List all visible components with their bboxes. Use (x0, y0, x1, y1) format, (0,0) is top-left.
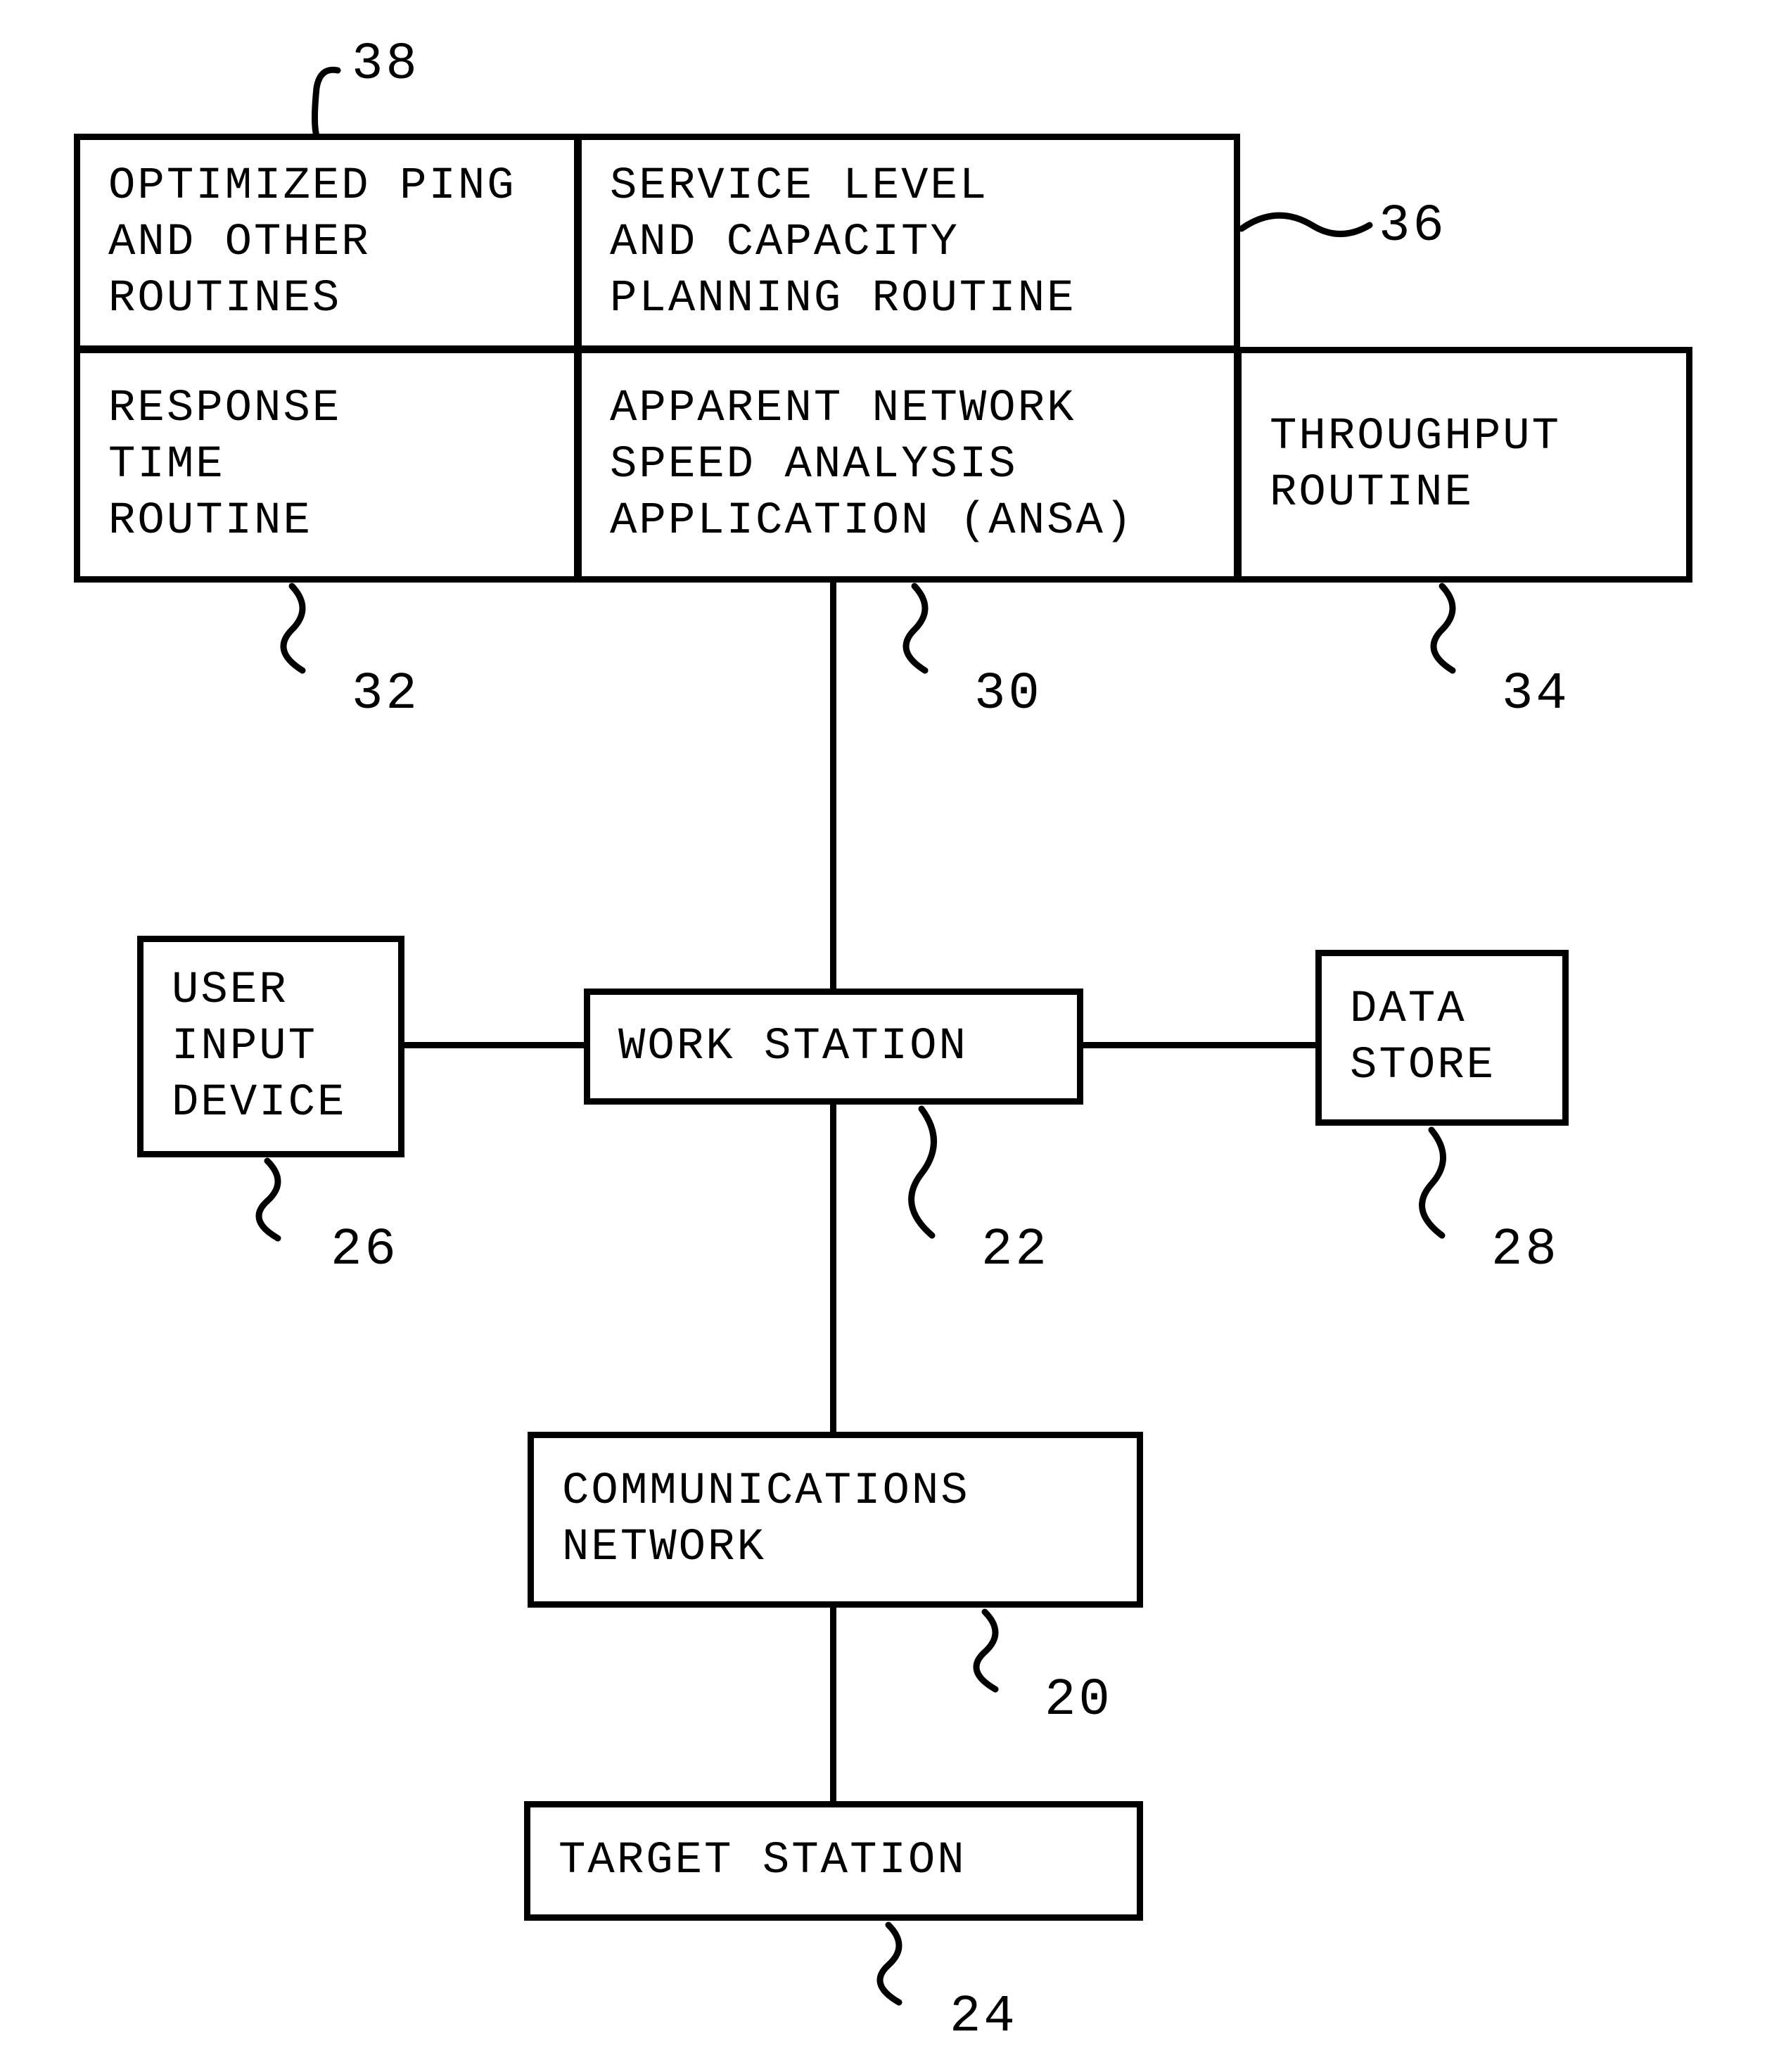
box-throughput: THROUGHPUTROUTINE (1235, 347, 1692, 583)
box-label: SERVICE LEVELAND CAPACITYPLANNING ROUTIN… (610, 158, 1076, 327)
box-label: APPARENT NETWORKSPEED ANALYSISAPPLICATIO… (610, 381, 1134, 549)
box-target-station: TARGET STATION (524, 1801, 1143, 1921)
box-optimized-ping: OPTIMIZED PINGAND OTHERROUTINES (74, 134, 580, 352)
squiggle-icon (229, 1155, 334, 1247)
edge-userinput-to-workstation (400, 1042, 589, 1048)
squiggle-icon (850, 1919, 955, 2011)
squiggle-icon (281, 60, 352, 141)
box-label: WORK STATION (618, 1019, 968, 1075)
network-block-diagram: OPTIMIZED PINGAND OTHERROUTINES SERVICE … (0, 0, 1786, 2072)
squiggle-icon (1235, 193, 1379, 271)
box-label: RESPONSETIMEROUTINE (108, 381, 341, 549)
box-response-time: RESPONSETIMEROUTINE (74, 347, 580, 583)
ref-30: 30 (974, 665, 1042, 724)
squiggle-icon (883, 1103, 988, 1244)
ref-22: 22 (981, 1221, 1050, 1280)
box-label: DATASTORE (1350, 981, 1495, 1094)
ref-28: 28 (1491, 1221, 1559, 1280)
squiggle-icon (1403, 580, 1502, 679)
ref-36: 36 (1379, 197, 1447, 256)
box-label: TARGET STATION (559, 1833, 967, 1889)
box-communications-network: COMMUNICATIONSNETWORK (528, 1432, 1143, 1608)
ref-20: 20 (1045, 1671, 1113, 1730)
ref-32: 32 (352, 665, 420, 724)
box-data-store: DATASTORE (1315, 950, 1569, 1126)
box-work-station: WORK STATION (584, 989, 1083, 1105)
edge-workstation-to-datastore (1078, 1042, 1320, 1048)
ref-24: 24 (950, 1988, 1018, 2047)
edge-workstation-to-comms (830, 1100, 836, 1437)
edge-ansa-to-workstation (830, 578, 836, 993)
box-service-level: SERVICE LEVELAND CAPACITYPLANNING ROUTIN… (575, 134, 1240, 352)
edge-comms-to-target (830, 1603, 836, 1806)
squiggle-icon (1393, 1124, 1498, 1244)
ref-34: 34 (1502, 665, 1570, 724)
box-label: THROUGHPUTROUTINE (1270, 409, 1561, 521)
ref-26: 26 (331, 1221, 399, 1280)
squiggle-icon (876, 580, 974, 679)
squiggle-icon (946, 1606, 1052, 1698)
box-label: USERINPUTDEVICE (172, 962, 346, 1131)
box-user-input-device: USERINPUTDEVICE (137, 936, 404, 1157)
squiggle-icon (253, 580, 352, 679)
box-label: OPTIMIZED PINGAND OTHERROUTINES (108, 158, 516, 327)
ref-38: 38 (352, 35, 420, 94)
box-label: COMMUNICATIONSNETWORK (562, 1463, 970, 1576)
box-ansa: APPARENT NETWORKSPEED ANALYSISAPPLICATIO… (575, 347, 1240, 583)
